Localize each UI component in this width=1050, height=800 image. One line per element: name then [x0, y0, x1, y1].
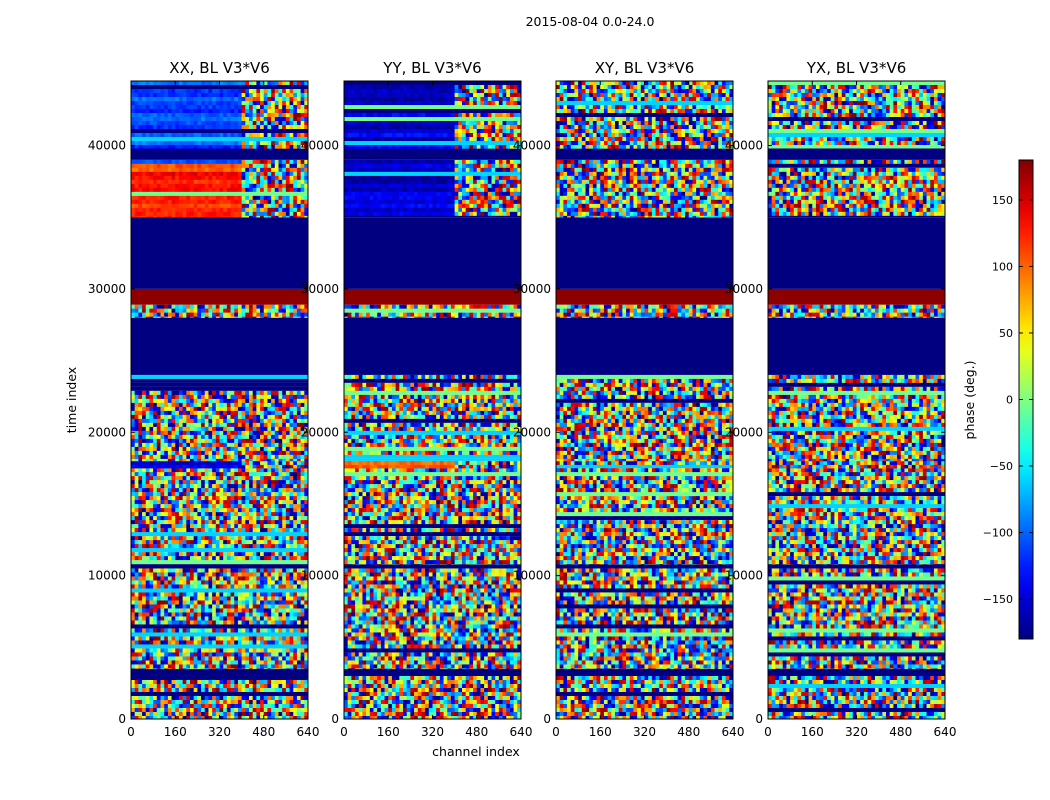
x-tick-label: 0 [340, 725, 348, 739]
x-tick-label: 320 [633, 725, 656, 739]
panel-4: YX, BL V3*V6 0 160 320 480 640 0 10000 20000 3000… [725, 59, 957, 739]
y-tick-label: 40000 [513, 139, 551, 153]
y-tick-label: 0 [543, 712, 551, 726]
figure-title: 2015-08-04 0.0-24.0 [526, 14, 655, 29]
x-tick-label: 320 [208, 725, 231, 739]
x-tick-label: 640 [297, 725, 320, 739]
y-tick-label: 40000 [301, 139, 339, 153]
y-tick-label: 30000 [301, 282, 339, 296]
panel-title: YY, BL V3*V6 [382, 59, 481, 77]
phase-image [768, 81, 945, 719]
x-tick-label: 640 [934, 725, 957, 739]
panel-title: XY, BL V3*V6 [595, 59, 695, 77]
phase-image [344, 81, 521, 719]
y-tick-label: 40000 [725, 139, 763, 153]
y-tick-label: 20000 [88, 425, 126, 439]
x-tick-label: 640 [510, 725, 533, 739]
panels: XX, BL V3*V6 0 160 320 480 640 0 10000 20000 3000… [88, 59, 957, 739]
x-tick-label: 160 [589, 725, 612, 739]
colorbar-tick-label: 100 [992, 260, 1013, 273]
y-tick-label: 30000 [513, 282, 551, 296]
colorbar-tick-label: 0 [1006, 394, 1013, 407]
x-tick-label: 480 [252, 725, 275, 739]
x-tick-label: 0 [552, 725, 560, 739]
x-tick-label: 480 [889, 725, 912, 739]
y-tick-label: 30000 [88, 282, 126, 296]
colorbar-tick-label: −100 [983, 527, 1013, 540]
y-tick-label: 0 [755, 712, 763, 726]
x-tick-label: 160 [164, 725, 187, 739]
colorbar-tick-label: −50 [990, 460, 1013, 473]
panel-3: XY, BL V3*V6 0 160 320 480 640 0 10000 20000 3000… [513, 59, 745, 739]
x-tick-label: 0 [764, 725, 772, 739]
panel-2: YY, BL V3*V6 0 160 320 480 640 0 10000 20000 3000… [301, 59, 533, 739]
y-tick-label: 20000 [513, 425, 551, 439]
y-tick-label: 20000 [301, 425, 339, 439]
phase-image [556, 81, 733, 719]
x-tick-label: 480 [465, 725, 488, 739]
x-tick-label: 480 [677, 725, 700, 739]
y-tick-label: 30000 [725, 282, 763, 296]
colorbar-tick-label: 50 [999, 327, 1013, 340]
x-tick-label: 640 [722, 725, 745, 739]
phase-image [131, 81, 308, 719]
y-tick-label: 10000 [88, 569, 126, 583]
y-tick-label: 40000 [88, 139, 126, 153]
x-tick-label: 160 [801, 725, 824, 739]
y-tick-label: 20000 [725, 425, 763, 439]
y-tick-label: 0 [331, 712, 339, 726]
y-tick-label: 10000 [725, 569, 763, 583]
y-axis-label: time index [64, 367, 79, 433]
colorbar-label: phase (deg.) [962, 361, 977, 440]
x-tick-label: 0 [127, 725, 135, 739]
x-tick-label: 320 [845, 725, 868, 739]
panel-1: XX, BL V3*V6 0 160 320 480 640 0 10000 20000 3000… [88, 59, 320, 739]
y-tick-label: 0 [118, 712, 126, 726]
x-axis-label: channel index [432, 744, 520, 759]
panel-title: YX, BL V3*V6 [806, 59, 907, 77]
x-tick-label: 160 [377, 725, 400, 739]
x-tick-label: 320 [421, 725, 444, 739]
y-tick-label: 10000 [301, 569, 339, 583]
y-tick-label: 10000 [513, 569, 551, 583]
colorbar: −150 −100 −50 0 50 100 150 [983, 159, 1034, 640]
colorbar-tick-label: −150 [983, 593, 1013, 606]
panel-title: XX, BL V3*V6 [169, 59, 270, 77]
colorbar-tick-label: 150 [992, 194, 1013, 207]
